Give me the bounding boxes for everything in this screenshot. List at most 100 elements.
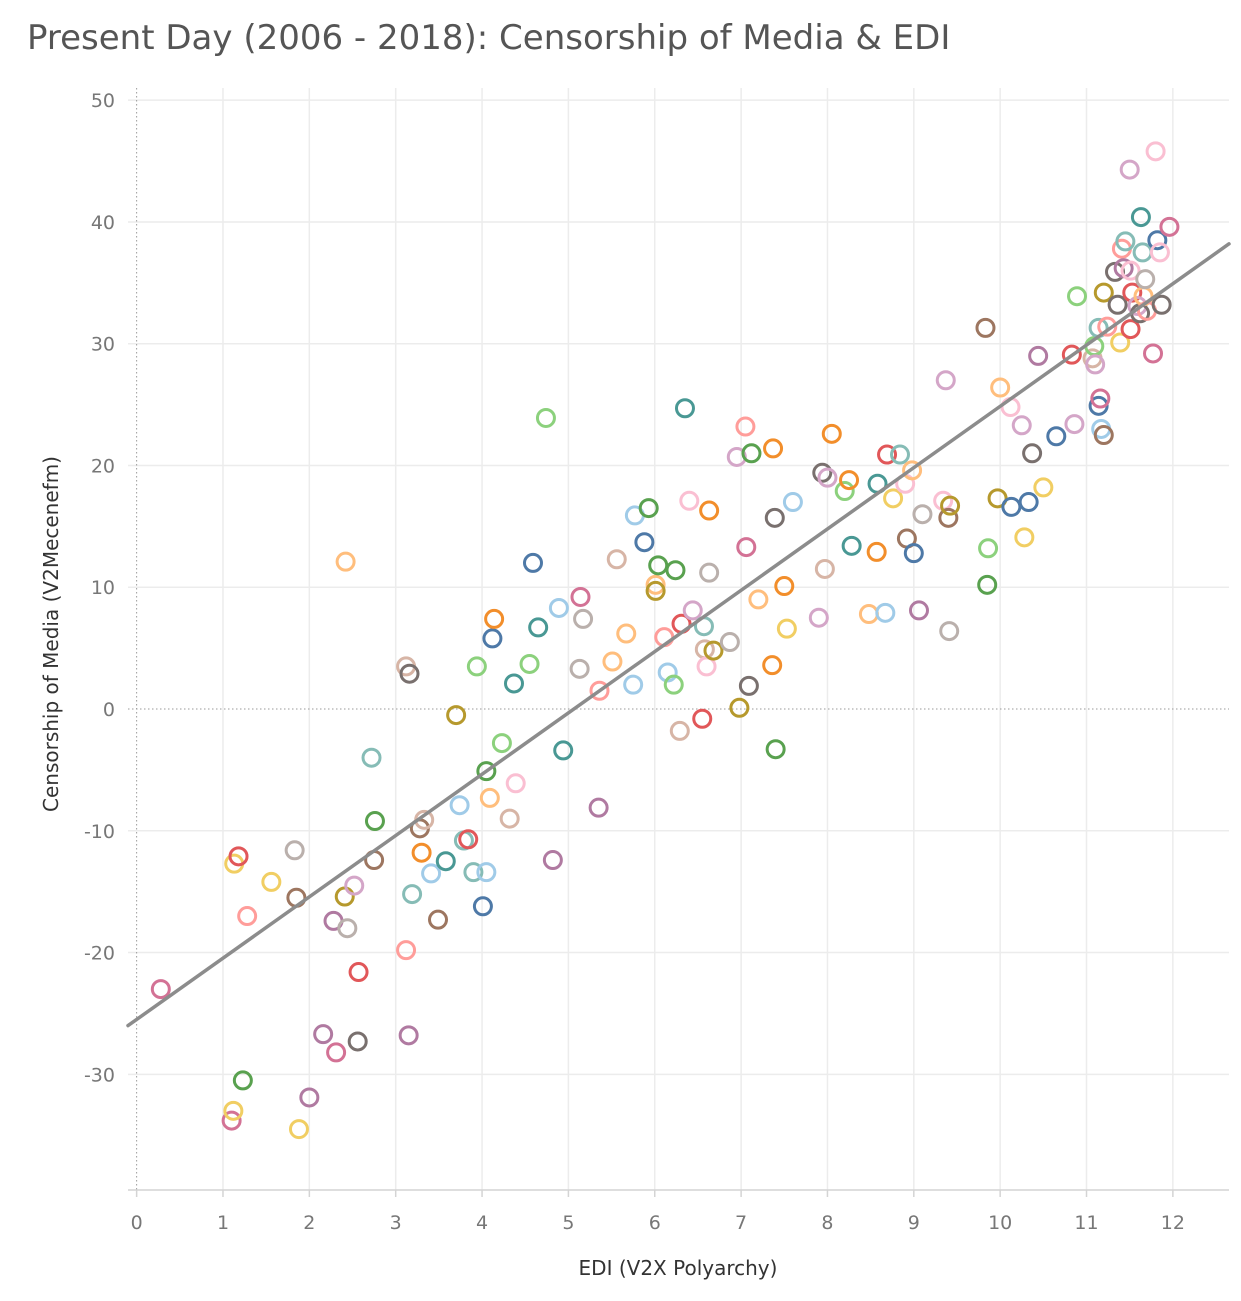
data-point: [299, 1087, 320, 1108]
data-point: [903, 543, 924, 564]
data-point: [1120, 260, 1141, 281]
data-point: [1028, 345, 1049, 366]
data-point: [573, 608, 594, 629]
data-point: [645, 574, 666, 595]
data-point: [463, 862, 484, 883]
data-point: [398, 1025, 419, 1046]
data-point: [1120, 319, 1141, 340]
data-point: [396, 940, 417, 961]
grid-lines: [128, 88, 1229, 1190]
data-point: [1093, 282, 1114, 303]
data-point: [1001, 496, 1022, 517]
data-point: [764, 507, 785, 528]
data-point: [977, 574, 998, 595]
data-point: [939, 621, 960, 642]
x-tick-label: 6: [649, 1212, 661, 1234]
data-point: [834, 481, 855, 502]
data-point: [765, 739, 786, 760]
data-point: [228, 846, 249, 867]
data-point: [364, 811, 385, 832]
axes: [128, 88, 1229, 1197]
data-point: [466, 656, 487, 677]
data-point: [935, 370, 956, 391]
trend-line: [126, 242, 1231, 1028]
data-point: [669, 720, 690, 741]
y-tick-label: 50: [91, 90, 115, 112]
data-point: [237, 906, 258, 927]
data-point: [776, 618, 797, 639]
data-point: [648, 555, 669, 576]
data-point: [348, 962, 369, 983]
data-point: [883, 488, 904, 509]
data-point: [782, 492, 803, 513]
x-tick-label: 0: [131, 1212, 143, 1234]
data-point: [1061, 344, 1082, 365]
data-point: [479, 787, 500, 808]
data-point: [288, 1119, 309, 1140]
y-tick-label: 10: [91, 577, 115, 599]
y-tick-label: 0: [103, 699, 115, 721]
data-point: [522, 552, 543, 573]
data-point: [1067, 286, 1088, 307]
data-point: [699, 500, 720, 521]
data-point: [1143, 343, 1164, 364]
data-point: [738, 675, 759, 696]
data-point: [446, 705, 467, 726]
data-point: [812, 462, 833, 483]
data-point: [553, 740, 574, 761]
trend-line-group: [126, 242, 1231, 1028]
data-point: [696, 656, 717, 677]
data-point: [535, 407, 556, 428]
data-point: [335, 551, 356, 572]
data-point: [519, 653, 540, 674]
data-point: [634, 532, 655, 553]
data-point: [402, 884, 423, 905]
data-point: [570, 586, 591, 607]
data-point: [334, 886, 355, 907]
data-point: [748, 589, 769, 610]
data-point: [150, 979, 171, 1000]
y-tick-label: -20: [84, 943, 115, 965]
data-point: [841, 535, 862, 556]
data-point: [261, 871, 282, 892]
x-tick-label: 5: [562, 1212, 574, 1234]
data-point: [1147, 230, 1168, 251]
x-tick-label: 7: [735, 1212, 747, 1234]
x-tick-label: 8: [821, 1212, 833, 1234]
data-point: [399, 663, 420, 684]
data-point: [762, 655, 783, 676]
data-point: [1132, 242, 1153, 263]
data-point: [1130, 207, 1151, 228]
data-point: [839, 470, 860, 491]
data-point: [1135, 269, 1156, 290]
data-point: [938, 507, 959, 528]
data-point: [616, 623, 637, 644]
data-point: [729, 697, 750, 718]
data-point: [1097, 316, 1118, 337]
data-point: [940, 495, 961, 516]
data-point: [221, 1110, 242, 1131]
data-point: [602, 651, 623, 672]
data-point: [476, 862, 497, 883]
data-point: [472, 896, 493, 917]
y-tick-label: -10: [84, 821, 115, 843]
data-point: [1064, 414, 1085, 435]
data-point: [638, 498, 659, 519]
data-point: [1011, 415, 1032, 436]
data-point: [623, 674, 644, 695]
data-point: [866, 541, 887, 562]
data-point: [458, 829, 479, 850]
data-point: [476, 761, 497, 782]
data-point: [692, 708, 713, 729]
data-point: [421, 863, 442, 884]
data-point: [223, 1100, 244, 1121]
x-tick-label: 3: [390, 1212, 402, 1234]
data-point: [877, 444, 898, 465]
data-point: [484, 608, 505, 629]
data-point: [284, 840, 305, 861]
data-point: [1151, 294, 1172, 315]
data-point: [528, 617, 549, 638]
data-point: [674, 398, 695, 419]
